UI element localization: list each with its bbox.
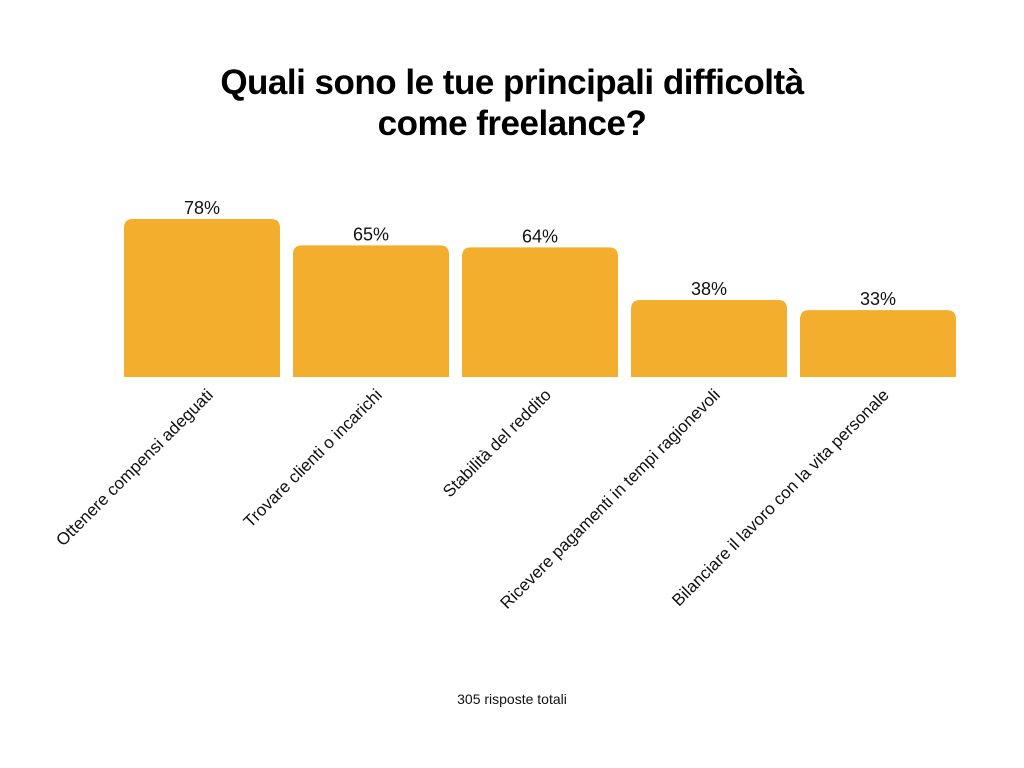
- bar-3: [462, 247, 618, 377]
- category-label-3: Stabilità del reddito: [439, 385, 555, 501]
- data-label-3: 64%: [522, 226, 558, 246]
- bar-1: [124, 219, 280, 377]
- bar-4: [631, 300, 787, 377]
- chart-title-line-2: come freelance?: [377, 104, 647, 143]
- bar-2: [293, 245, 449, 377]
- data-label-2: 65%: [353, 224, 389, 244]
- bar-5: [800, 310, 956, 377]
- chart-title-line-1: Quali sono le tue principali difficoltà: [220, 63, 804, 102]
- chart-title: Quali sono le tue principali difficoltà …: [0, 62, 1024, 144]
- data-label-5: 33%: [860, 289, 896, 309]
- data-label-1: 78%: [184, 198, 220, 218]
- category-label-1: Ottenere compensi adeguati: [52, 385, 216, 549]
- data-label-4: 38%: [691, 279, 727, 299]
- total-responses: 305 risposte totali: [457, 691, 567, 707]
- category-label-2: Trovare clienti o incarichi: [240, 385, 386, 531]
